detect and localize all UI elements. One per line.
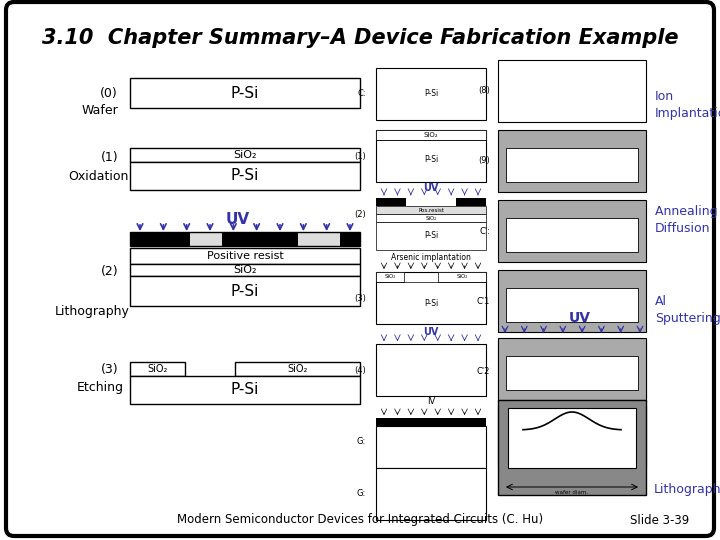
Text: SiO₂: SiO₂ — [384, 274, 396, 280]
Text: UV: UV — [423, 183, 438, 193]
Text: mask: mask — [384, 199, 399, 205]
Text: P-Si: P-Si — [424, 299, 438, 307]
Text: (4): (4) — [354, 366, 366, 375]
Bar — [506, 358, 638, 392]
Text: SiO₂: SiO₂ — [426, 215, 437, 220]
Text: P-Si: P-Si — [231, 284, 259, 299]
Text: C':: C': — [479, 226, 490, 235]
Bar — [498, 405, 646, 467]
Bar — [376, 68, 486, 120]
Bar — [506, 423, 638, 457]
Bar — [498, 130, 646, 192]
Bar — [498, 270, 646, 332]
Bar — [506, 356, 638, 390]
Text: UV: UV — [569, 311, 591, 325]
Bar — [508, 408, 636, 468]
Bar — [376, 272, 404, 282]
Text: IV: IV — [427, 397, 435, 407]
Text: (1): (1) — [100, 152, 118, 165]
Text: C:: C: — [357, 90, 366, 98]
Text: C'1: C'1 — [477, 296, 490, 306]
Text: Positive resist: Positive resist — [207, 251, 284, 261]
Text: Arsenic implantation: Arsenic implantation — [391, 253, 471, 262]
Text: P-Si: P-Si — [424, 156, 438, 165]
Bar — [376, 130, 486, 140]
Text: UV: UV — [226, 213, 250, 227]
Text: SiO₂: SiO₂ — [456, 274, 468, 280]
Bar — [498, 200, 646, 262]
Text: (9): (9) — [478, 157, 490, 165]
Text: (0): (0) — [100, 86, 118, 99]
Bar — [506, 288, 638, 322]
Bar — [438, 272, 486, 282]
Bar — [376, 214, 486, 222]
Bar — [376, 198, 486, 206]
Bar — [130, 362, 185, 376]
Text: (2): (2) — [100, 266, 118, 279]
Text: (1): (1) — [354, 152, 366, 160]
Text: G:: G: — [356, 489, 366, 498]
Text: Annealing &
Diffusion: Annealing & Diffusion — [655, 205, 720, 235]
Text: (3): (3) — [354, 294, 366, 302]
Text: Oxidation: Oxidation — [68, 170, 128, 183]
Text: SiO₂: SiO₂ — [423, 132, 438, 138]
Text: wafer diam.: wafer diam. — [555, 489, 588, 495]
Text: 3.10  Chapter Summary–A Device Fabrication Example: 3.10 Chapter Summary–A Device Fabricatio… — [42, 28, 678, 48]
Text: SiO₂: SiO₂ — [233, 150, 257, 160]
Bar — [130, 264, 360, 276]
Text: Lithography: Lithography — [55, 306, 130, 319]
Bar — [130, 78, 360, 108]
Text: Lithography: Lithography — [654, 483, 720, 496]
Bar — [130, 248, 360, 264]
Bar — [376, 426, 486, 468]
Text: C'2: C'2 — [477, 367, 490, 375]
Text: Al
Sputtering: Al Sputtering — [655, 295, 720, 325]
Bar — [130, 162, 360, 190]
FancyBboxPatch shape — [6, 2, 714, 536]
Bar — [376, 418, 486, 426]
Bar — [130, 232, 190, 246]
Bar — [376, 272, 486, 324]
Text: UV: UV — [423, 327, 438, 337]
Text: SiO₂: SiO₂ — [148, 364, 168, 374]
Text: Pos.resist: Pos.resist — [418, 207, 444, 213]
Bar — [506, 148, 638, 182]
Text: (8): (8) — [478, 86, 490, 96]
Text: P-Si: P-Si — [231, 85, 259, 100]
Text: P-Si: P-Si — [231, 382, 259, 397]
Bar — [498, 338, 646, 400]
Bar — [498, 340, 646, 402]
Bar — [498, 400, 646, 495]
Text: (2): (2) — [354, 211, 366, 219]
Bar — [340, 232, 360, 246]
Bar — [506, 218, 638, 252]
Bar — [376, 206, 486, 214]
Text: P-Si: P-Si — [231, 168, 259, 184]
Text: Etching: Etching — [76, 381, 124, 394]
Bar — [130, 232, 360, 246]
Bar — [376, 130, 486, 182]
Text: Slide 3-39: Slide 3-39 — [631, 514, 690, 526]
Text: P-Si: P-Si — [424, 232, 438, 240]
Bar — [406, 198, 456, 206]
Bar — [130, 148, 360, 162]
Bar — [130, 276, 360, 306]
Text: Ion
Implantation: Ion Implantation — [655, 90, 720, 120]
Text: SiO₂: SiO₂ — [233, 265, 257, 275]
Text: Mask: Mask — [230, 234, 259, 244]
Bar — [235, 362, 360, 376]
Text: Wafer: Wafer — [81, 104, 118, 117]
Bar — [376, 468, 486, 520]
Text: P-Si: P-Si — [424, 90, 438, 98]
Text: G:: G: — [356, 436, 366, 446]
Bar — [376, 222, 486, 250]
Text: SiO₂: SiO₂ — [287, 364, 307, 374]
Text: (3): (3) — [100, 363, 118, 376]
Bar — [222, 232, 298, 246]
Bar — [498, 60, 646, 122]
Bar — [376, 344, 486, 396]
Text: Modern Semiconductor Devices for Integrated Circuits (C. Hu): Modern Semiconductor Devices for Integra… — [177, 514, 543, 526]
Bar — [130, 376, 360, 404]
